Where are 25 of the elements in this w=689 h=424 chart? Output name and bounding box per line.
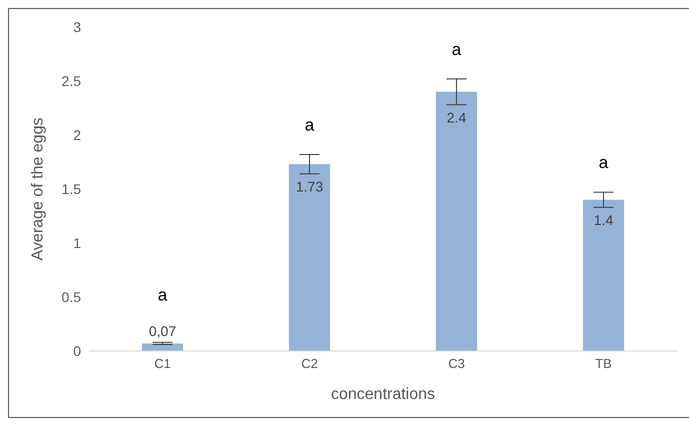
data-label: 0,07 [148,323,176,340]
y-tick-label: 0 [73,342,82,359]
y-tick-label: 2 [73,126,82,143]
y-tick-label: 1.5 [62,180,82,197]
bar [436,92,478,351]
data-label: 1.73 [296,178,324,195]
data-label: 1.4 [594,212,614,228]
x-tick-label: C2 [301,356,318,372]
x-tick-label: C1 [154,356,171,372]
y-tick-label: 0.5 [62,288,82,305]
x-axis-title: concentrations [330,386,436,403]
annotation: a [158,285,168,304]
bar [142,343,184,351]
y-axis-title: Average of the eggs [30,118,47,260]
annotation: a [304,115,315,134]
bar [288,164,330,351]
bar [582,200,624,351]
y-tick-label: 3 [73,18,82,35]
annotation: a [452,40,462,59]
x-tick-label: C3 [448,356,465,372]
y-tick-label: 1 [73,234,82,251]
y-tick-label: 2.5 [62,72,82,89]
annotation: a [598,153,609,172]
x-tick-label: TB [595,356,612,372]
data-label: 2.4 [446,109,466,126]
